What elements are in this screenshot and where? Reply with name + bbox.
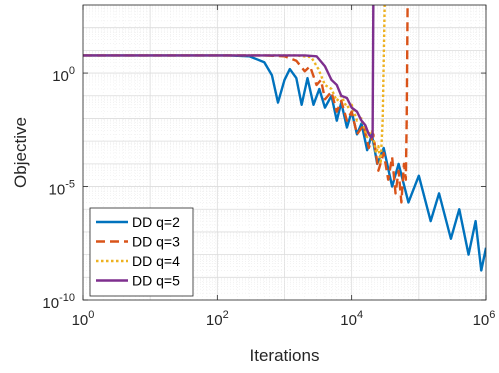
- y-tick-label: 10-5: [49, 179, 75, 199]
- plot-frame: [82, 4, 487, 301]
- y-tick-label: 10-10: [42, 292, 75, 312]
- x-tick-label: 104: [340, 309, 363, 329]
- x-axis-title: Iterations: [250, 346, 320, 365]
- x-tick-label: 100: [72, 309, 95, 329]
- series-line-2: [83, 5, 409, 204]
- legend-label-2: DD q=3: [132, 234, 180, 250]
- y-tick-label: 100: [52, 65, 75, 85]
- tick-labels: 100 102 104 106 100 10-5 10-10: [42, 65, 495, 329]
- legend-label-3: DD q=4: [132, 253, 180, 269]
- x-tick-label: 102: [206, 309, 229, 329]
- tick-marks: [82, 5, 487, 301]
- series-group: [83, 5, 486, 272]
- series-line-4: [83, 5, 375, 139]
- legend-label-4: DD q=5: [132, 273, 180, 289]
- legend-label-1: DD q=2: [132, 214, 180, 230]
- y-axis-title: Objective: [11, 117, 30, 188]
- x-tick-label: 106: [473, 309, 496, 329]
- legend: DD q=2 DD q=3 DD q=4 DD q=5: [89, 207, 194, 297]
- series-line-3: [83, 5, 386, 166]
